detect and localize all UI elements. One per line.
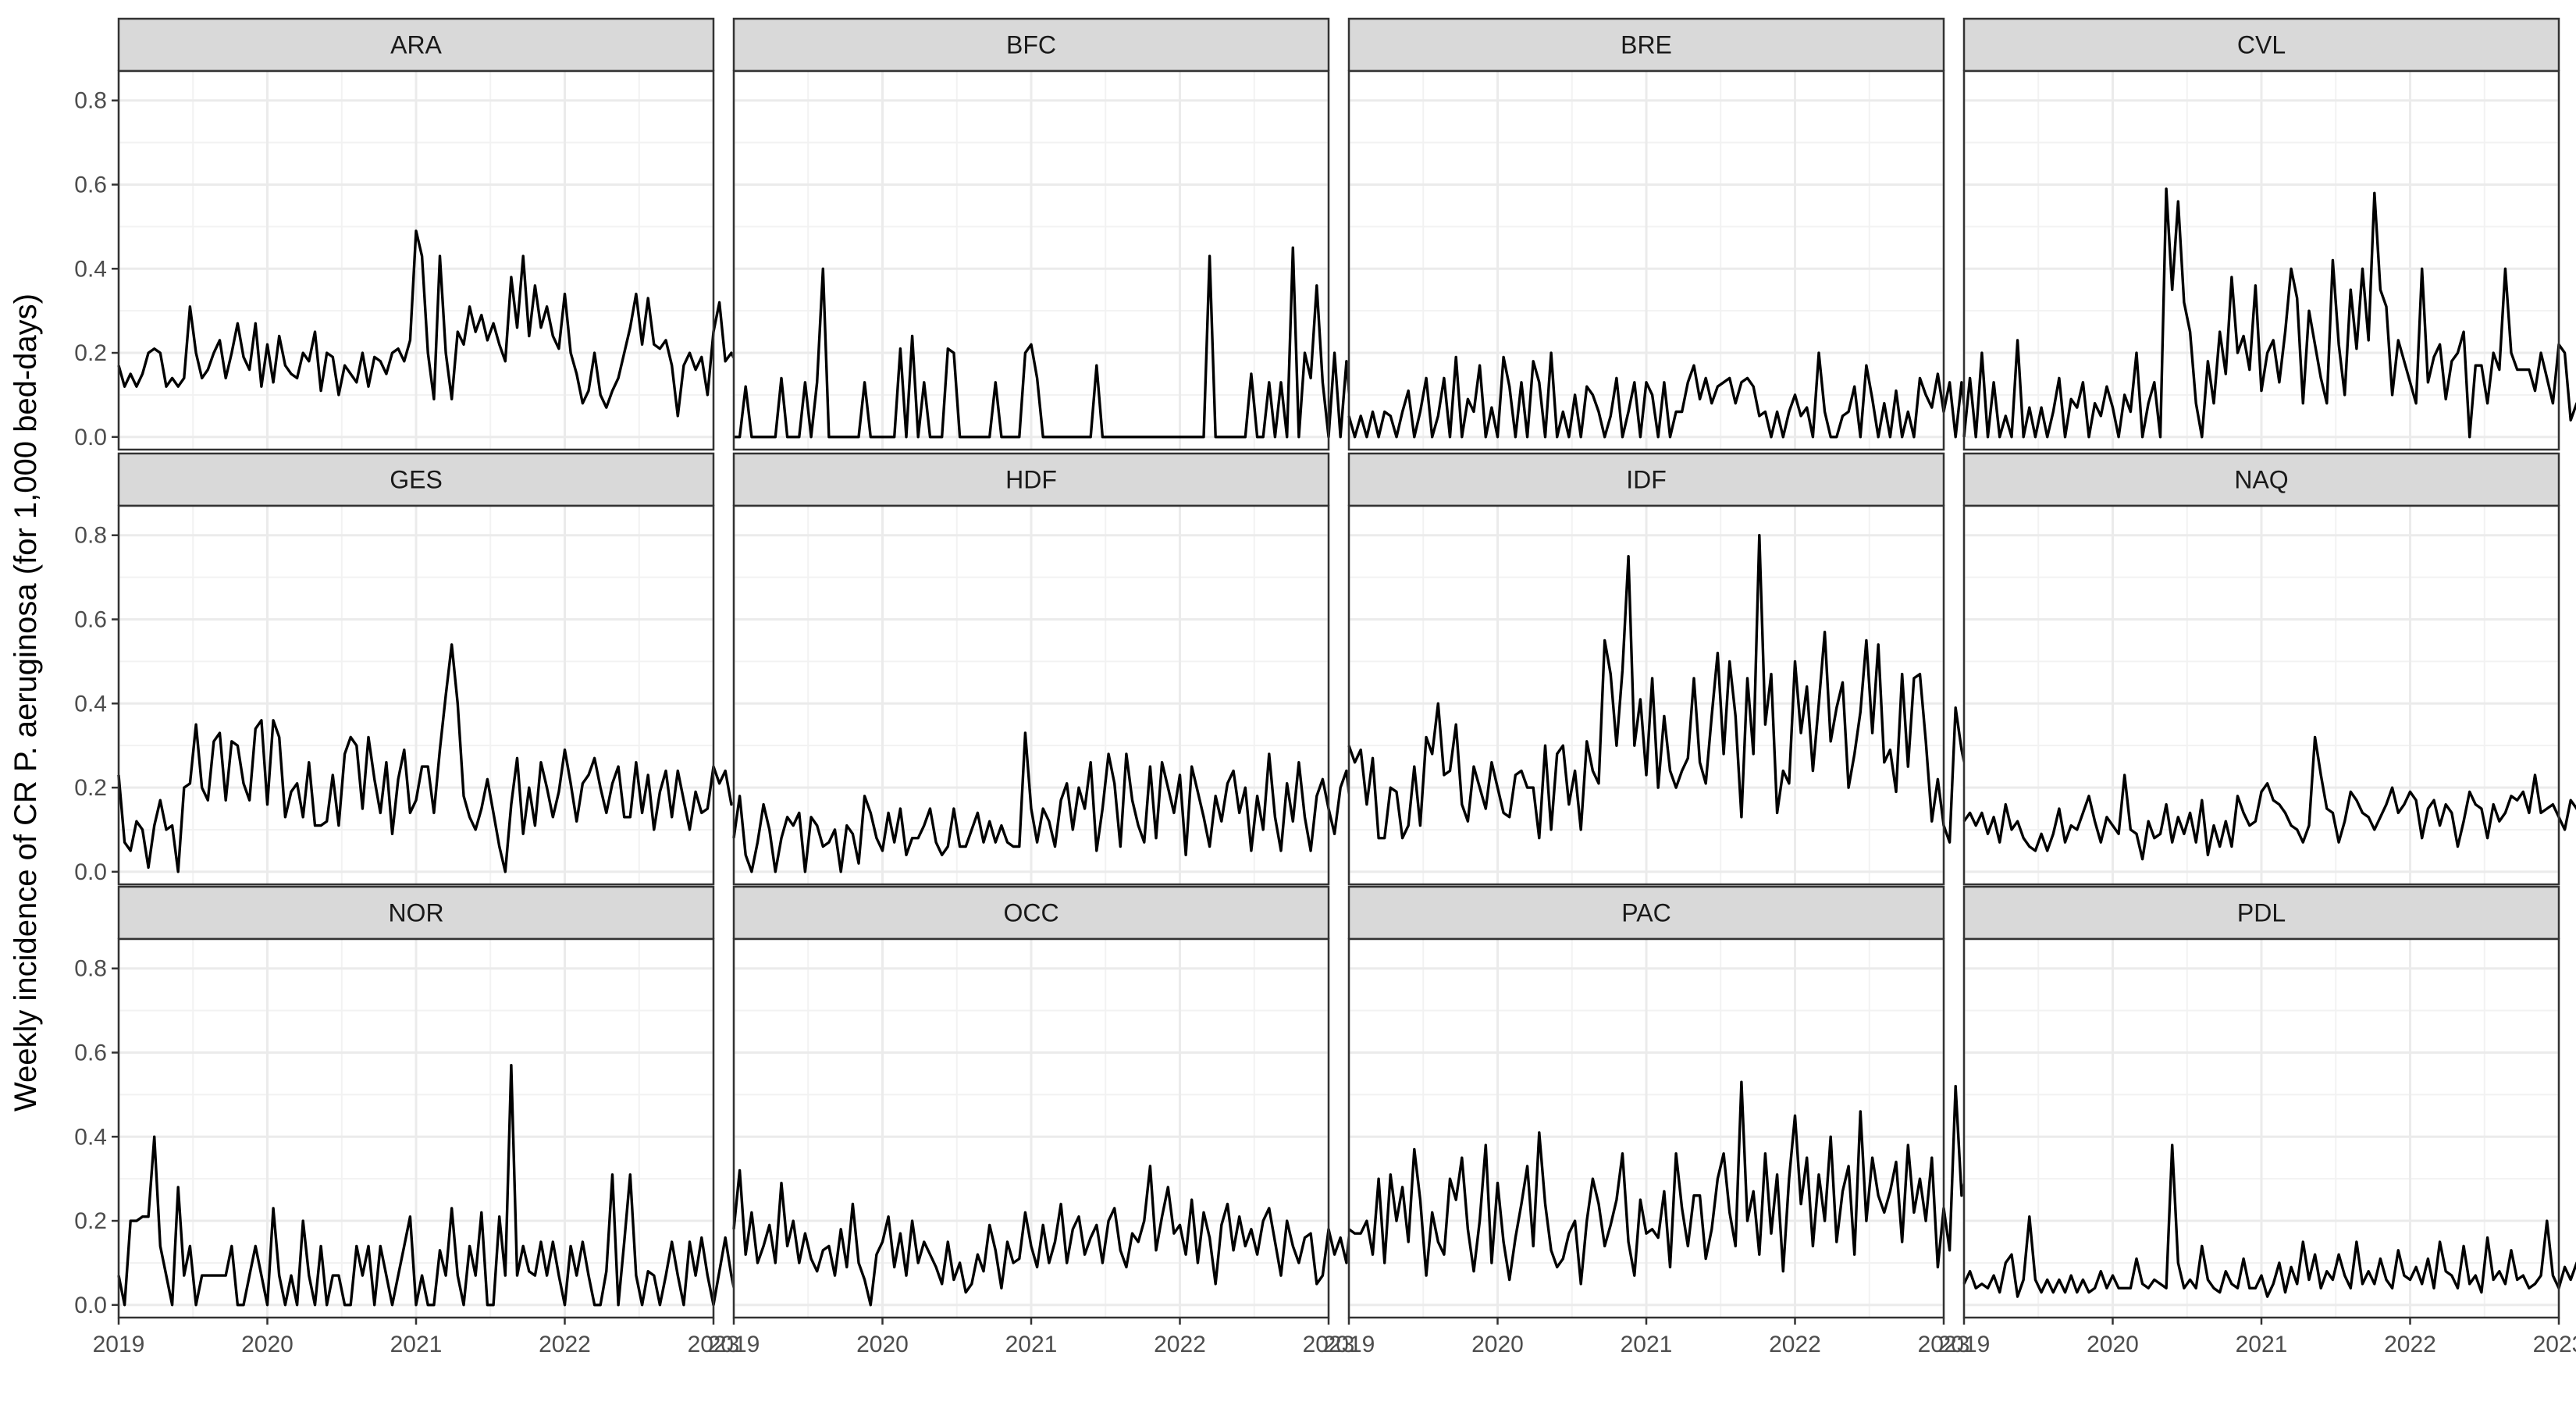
facet-panel-cvl: CVL bbox=[1962, 17, 2576, 451]
strip-background bbox=[117, 17, 715, 73]
y-tick-label: 0.0 bbox=[74, 859, 107, 885]
panel-border bbox=[1347, 504, 1945, 886]
panel-border bbox=[1962, 69, 2560, 451]
x-tick-label: 2022 bbox=[539, 1332, 591, 1357]
strip-background bbox=[732, 885, 1330, 941]
facet-panel-ges: GES 0.0 0.2 0.4 0.6 0.8 bbox=[74, 452, 1042, 886]
x-tick-label: 2020 bbox=[2087, 1332, 2139, 1357]
facet-panel-pdl: PDL 2019 2020 2021 2022 2023 bbox=[1938, 885, 2576, 1357]
y-tick-label: 0.6 bbox=[74, 1040, 107, 1066]
strip-background bbox=[732, 452, 1330, 507]
panel-border bbox=[1962, 504, 2560, 886]
strip-background bbox=[1347, 452, 1945, 507]
x-tick-label: 2023 bbox=[1918, 1332, 1970, 1357]
series-line-naq bbox=[1962, 735, 2576, 861]
x-tick-label: 2021 bbox=[1621, 1332, 1673, 1357]
y-tick-label: 0.6 bbox=[74, 173, 107, 198]
x-tick-label: 2019 bbox=[1938, 1332, 1991, 1357]
strip-label: ARA bbox=[390, 31, 442, 59]
x-tick-label: 2021 bbox=[390, 1332, 443, 1357]
x-tick-label: 2021 bbox=[2236, 1332, 2288, 1357]
series-line-cvl bbox=[1962, 187, 2576, 439]
strip-label: GES bbox=[390, 466, 443, 494]
facet-panel-idf: IDF bbox=[1347, 452, 2326, 886]
strip-label: OCC bbox=[1003, 899, 1059, 927]
y-tick-label: 0.4 bbox=[74, 256, 107, 282]
strip-label: PAC bbox=[1621, 899, 1670, 927]
panel-border bbox=[117, 69, 715, 451]
facet-panel-bfc: BFC bbox=[732, 17, 1412, 451]
x-tick-label: 2019 bbox=[93, 1332, 145, 1357]
strip-label: BFC bbox=[1006, 31, 1056, 59]
y-tick-label: 0.4 bbox=[74, 691, 107, 717]
y-tick-label: 0.2 bbox=[74, 775, 107, 801]
panel-border bbox=[117, 504, 715, 886]
panel-border bbox=[732, 504, 1330, 886]
strip-label: HDF bbox=[1005, 466, 1057, 494]
y-tick-label: 0.6 bbox=[74, 607, 107, 633]
x-tick-label: 2019 bbox=[708, 1332, 760, 1357]
x-tick-label: 2023 bbox=[688, 1332, 740, 1357]
y-tick-label: 0.8 bbox=[74, 523, 107, 549]
y-tick-label: 0.2 bbox=[74, 340, 107, 366]
panel-border bbox=[1347, 69, 1945, 451]
x-tick-label: 2021 bbox=[1005, 1332, 1058, 1357]
x-tick-label: 2023 bbox=[1303, 1332, 1355, 1357]
x-tick-label: 2020 bbox=[241, 1332, 294, 1357]
facet-panel-naq: NAQ bbox=[1962, 452, 2576, 886]
x-tick-label: 2019 bbox=[1323, 1332, 1375, 1357]
x-tick-label: 2023 bbox=[2533, 1332, 2576, 1357]
strip-label: IDF bbox=[1626, 466, 1667, 494]
y-tick-label: 0.4 bbox=[74, 1124, 107, 1150]
strip-label: CVL bbox=[2237, 31, 2286, 59]
y-tick-label: 0.0 bbox=[74, 1293, 107, 1318]
facet-panel-bre: BRE bbox=[1347, 17, 2070, 451]
facet-panel-ara: ARA 0.0 0.2 0.4 0.6 0.8 bbox=[74, 17, 989, 451]
facet-panel-occ: OCC 2019 2020 2021 2022 2023 bbox=[708, 885, 1550, 1357]
y-tick-label: 0.2 bbox=[74, 1208, 107, 1234]
strip-label: NAQ bbox=[2234, 466, 2288, 494]
x-tick-label: 2022 bbox=[2384, 1332, 2436, 1357]
series-line-pdl bbox=[1962, 1144, 2576, 1298]
series-line-bfc bbox=[734, 246, 1412, 439]
facet-panels: ARA 0.0 0.2 0.4 0.6 0.8 BFC BRE CVL GES 0.0 0.2 0.4 0… bbox=[74, 17, 2576, 1357]
strip-background bbox=[732, 17, 1330, 73]
x-tick-label: 2022 bbox=[1154, 1332, 1206, 1357]
y-tick-label: 0.0 bbox=[74, 425, 107, 450]
series-line-bre bbox=[1347, 326, 2070, 439]
strip-background bbox=[1962, 17, 2560, 73]
strip-label: PDL bbox=[2237, 899, 2286, 927]
facet-panel-nor: NOR 0.0 0.2 0.4 0.6 0.8 2019 2020 2021 2022 2023 bbox=[74, 885, 947, 1357]
strip-label: NOR bbox=[388, 899, 443, 927]
facet-panel-pac: PAC 2019 2020 2021 2022 2023 bbox=[1323, 885, 2201, 1357]
y-tick-label: 0.8 bbox=[74, 956, 107, 982]
strip-background bbox=[117, 885, 715, 941]
strip-label: BRE bbox=[1621, 31, 1672, 59]
x-tick-label: 2020 bbox=[1471, 1332, 1524, 1357]
x-tick-label: 2020 bbox=[856, 1332, 909, 1357]
strip-background bbox=[1347, 17, 1945, 73]
y-axis-title: Weekly incidence of CR P. aeruginosa (fo… bbox=[9, 293, 43, 1112]
panel-border bbox=[732, 69, 1330, 451]
y-tick-label: 0.8 bbox=[74, 88, 107, 114]
strip-background bbox=[1962, 885, 2560, 941]
x-tick-label: 2022 bbox=[1769, 1332, 1821, 1357]
